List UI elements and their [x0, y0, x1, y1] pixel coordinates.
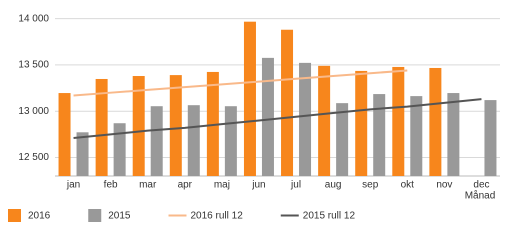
x-tick-label: sep [362, 180, 379, 191]
line [73, 98, 482, 140]
bar [299, 62, 312, 176]
legend-label: 2016 rull 12 [191, 211, 244, 222]
y-tick-label: 13 000 [18, 106, 49, 117]
bar [95, 78, 108, 176]
bar [429, 67, 442, 176]
x-tick-label: okt [401, 180, 415, 191]
bar [373, 94, 386, 176]
bar [484, 100, 497, 176]
x-tick-label: apr [178, 180, 193, 191]
x-tick-label: jun [251, 180, 265, 191]
bar [113, 123, 126, 176]
y-tick-label: 13 500 [18, 60, 49, 71]
bar [261, 57, 274, 176]
legend-label: 2015 rull 12 [303, 211, 356, 222]
y-tick-label: 14 000 [18, 13, 49, 24]
x-axis-label: Månad [465, 190, 496, 202]
bar [243, 21, 256, 177]
chart: Månad 12 500 13 000 13 500 14 000 jan feb mar a… [8, 13, 500, 222]
bar [447, 93, 460, 176]
bar [132, 76, 145, 176]
legend-label: 2015 [108, 211, 131, 222]
x-tick-label: aug [325, 180, 342, 191]
bar [206, 71, 219, 176]
x-tick-label: nov [436, 180, 452, 191]
legend-swatch [8, 209, 21, 222]
bar [224, 106, 237, 176]
bar [187, 105, 200, 176]
bar [318, 65, 331, 176]
legend-label: 2016 [28, 211, 51, 222]
bar [355, 70, 368, 176]
bar [281, 29, 294, 177]
y-tick-label: 12 500 [18, 152, 49, 163]
x-tick-label: mar [139, 180, 157, 191]
x-tick-label: feb [104, 180, 118, 191]
line [73, 69, 408, 97]
bar [150, 106, 163, 176]
x-tick-label: maj [214, 180, 230, 191]
bar [410, 96, 423, 176]
bar [76, 132, 89, 176]
x-tick-label: dec [473, 180, 489, 191]
x-tick-label: jan [66, 180, 80, 191]
legend-swatch [88, 209, 102, 222]
x-tick-label: jul [290, 180, 301, 191]
bar [169, 75, 182, 176]
bar [58, 93, 71, 176]
bar [392, 66, 405, 176]
bar [336, 103, 349, 176]
